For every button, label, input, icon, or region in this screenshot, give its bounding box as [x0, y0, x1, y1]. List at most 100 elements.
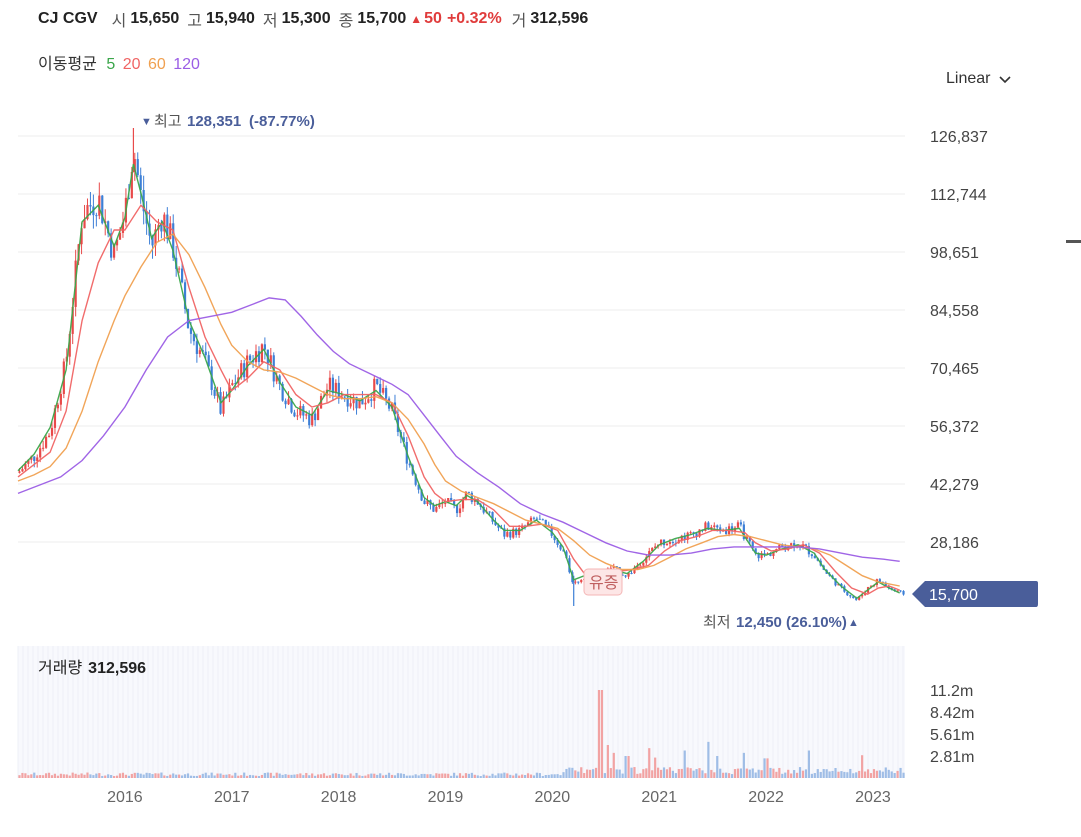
volume-bar — [121, 772, 125, 778]
open-label: 시 — [111, 13, 127, 30]
volume-bar — [266, 772, 269, 778]
volume-bar — [18, 775, 21, 778]
high-annotation-prefix: 최고 — [154, 113, 182, 130]
candle-body — [44, 436, 48, 448]
candle-body — [83, 219, 86, 229]
volume-bar — [98, 773, 101, 778]
volume-bar — [509, 774, 512, 778]
ma-20-label[interactable]: 20 — [122, 56, 141, 73]
candle-body — [328, 377, 332, 390]
volume-bar — [145, 772, 148, 778]
candle-body — [813, 555, 816, 559]
scale-selector[interactable]: Linear — [946, 70, 1012, 88]
volume-bar — [355, 772, 358, 778]
candle-body — [275, 375, 278, 382]
candle-body — [382, 387, 385, 393]
volume-bar — [101, 775, 104, 778]
candle-body — [772, 551, 775, 557]
volume-bars — [18, 690, 905, 778]
volume-bar — [219, 773, 222, 778]
candle-body — [417, 484, 420, 490]
candle-body — [639, 565, 642, 567]
volume-bar — [787, 769, 790, 778]
volume-bar — [293, 774, 296, 778]
volume-bar — [385, 774, 388, 778]
volume-bar — [521, 774, 524, 778]
volume-panel-bg — [18, 646, 905, 778]
candle-body — [899, 590, 902, 592]
volume-bar — [618, 769, 621, 778]
volume-bar — [175, 774, 178, 778]
ma-5-label[interactable]: 5 — [106, 56, 116, 73]
candle-body — [739, 522, 743, 525]
candle-body — [704, 522, 707, 531]
volume-bar — [59, 773, 62, 778]
volume-bar — [317, 774, 320, 778]
event-marker[interactable]: 유증 — [583, 568, 623, 596]
volume-bar — [719, 768, 722, 778]
volume-bar — [124, 774, 128, 778]
candle-body — [453, 500, 456, 505]
volume-bar — [751, 768, 754, 778]
volume-bar — [272, 775, 275, 778]
year-tick-label: 2023 — [855, 789, 891, 806]
candle-body — [692, 532, 695, 534]
candle-body — [361, 399, 364, 405]
volume-bar — [157, 773, 160, 778]
volume-bar — [763, 758, 766, 778]
volume-panel-value: 312,596 — [88, 660, 147, 677]
volume-bar — [893, 773, 896, 778]
volume-bar — [308, 775, 311, 778]
candle-body — [461, 499, 465, 509]
volume-bar — [512, 775, 515, 778]
volume-bar — [878, 770, 881, 778]
volume-bar — [568, 767, 571, 778]
volume-bar — [698, 768, 701, 778]
volume-bar — [476, 775, 479, 778]
scrollbar-handle[interactable] — [1066, 240, 1081, 243]
candle-body — [757, 553, 760, 559]
high-annotation-pct: (-87.77%) — [249, 113, 315, 130]
volume-bar — [736, 768, 740, 778]
volume-bar — [583, 773, 586, 778]
volume-bar — [92, 775, 95, 778]
candle-body — [296, 415, 299, 417]
volume-bar — [376, 774, 379, 778]
candle-body — [518, 528, 521, 535]
volume-bar — [772, 768, 775, 778]
candle-body — [89, 205, 92, 207]
candle-body — [680, 535, 683, 541]
volume-bar — [739, 768, 743, 778]
candle-body — [497, 525, 500, 528]
candle-body — [532, 517, 536, 519]
candle-body — [139, 175, 142, 191]
candle-body — [317, 408, 320, 421]
volume-bar — [884, 767, 887, 778]
volume-bar — [47, 772, 51, 778]
low-annotation-value: 12,450 — [736, 614, 782, 631]
volume-bar — [36, 775, 39, 778]
year-tick-label: 2016 — [107, 789, 143, 806]
down-triangle-icon: ▼ — [141, 116, 152, 128]
volume-bar — [399, 773, 402, 778]
moving-average-legend[interactable]: 이동평균 5 20 60 120 — [38, 50, 205, 74]
ma-60-label[interactable]: 60 — [147, 56, 166, 73]
candle-body — [515, 528, 518, 535]
ma-5-line — [17, 163, 900, 600]
ma-120-label[interactable]: 120 — [173, 56, 200, 73]
volume-bar — [482, 774, 485, 778]
volume-bar — [358, 775, 361, 778]
volume-bar — [382, 775, 385, 778]
volume-bar — [852, 773, 855, 778]
candle-body — [852, 596, 855, 598]
volume-panel-background — [17, 646, 905, 778]
volume-bar — [727, 773, 731, 778]
candle-body — [110, 233, 113, 258]
volume-bar — [248, 774, 252, 778]
volume-bar — [458, 773, 462, 778]
volume-bar — [565, 768, 568, 778]
volume-bar — [423, 773, 426, 778]
candle-body — [556, 540, 559, 545]
volume-bar — [689, 768, 692, 778]
